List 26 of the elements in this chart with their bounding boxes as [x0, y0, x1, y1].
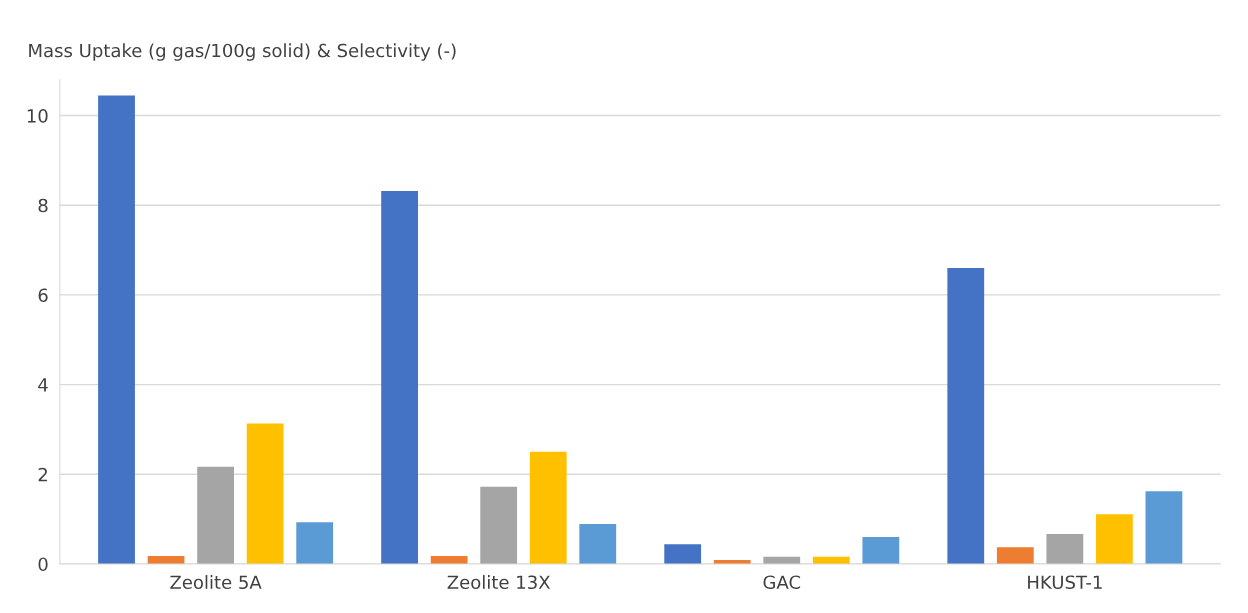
- bar: [296, 522, 334, 564]
- bar: [98, 95, 135, 564]
- bar: [246, 423, 284, 564]
- y-tick-label: 8: [38, 198, 48, 213]
- bar: [1145, 491, 1183, 564]
- x-tick-label: GAC: [763, 575, 801, 590]
- x-tick-label: HKUST-1: [1028, 575, 1102, 590]
- bar: [996, 547, 1034, 564]
- bar: [664, 544, 702, 564]
- y-tick-label: 2: [38, 467, 47, 482]
- y-tick-label: 0: [38, 557, 48, 572]
- x-tick-label: Zeolite 5A: [170, 575, 262, 590]
- bar: [529, 451, 567, 564]
- y-tick-label: 4: [38, 378, 48, 392]
- bar: [947, 268, 985, 564]
- y-tick-label: 10: [27, 109, 48, 123]
- bar: [862, 537, 900, 564]
- bar: [579, 524, 617, 564]
- bar: [480, 486, 518, 564]
- x-tick-label: Zeolite 13X: [447, 575, 551, 590]
- bar: [381, 190, 418, 564]
- y-axis-title: Mass Uptake (g gas/100g solid) & Selectivity (-): [29, 43, 456, 61]
- bar: [1095, 514, 1133, 564]
- bar: [1046, 533, 1084, 564]
- y-tick-label: 6: [38, 288, 48, 303]
- bar: [197, 466, 234, 564]
